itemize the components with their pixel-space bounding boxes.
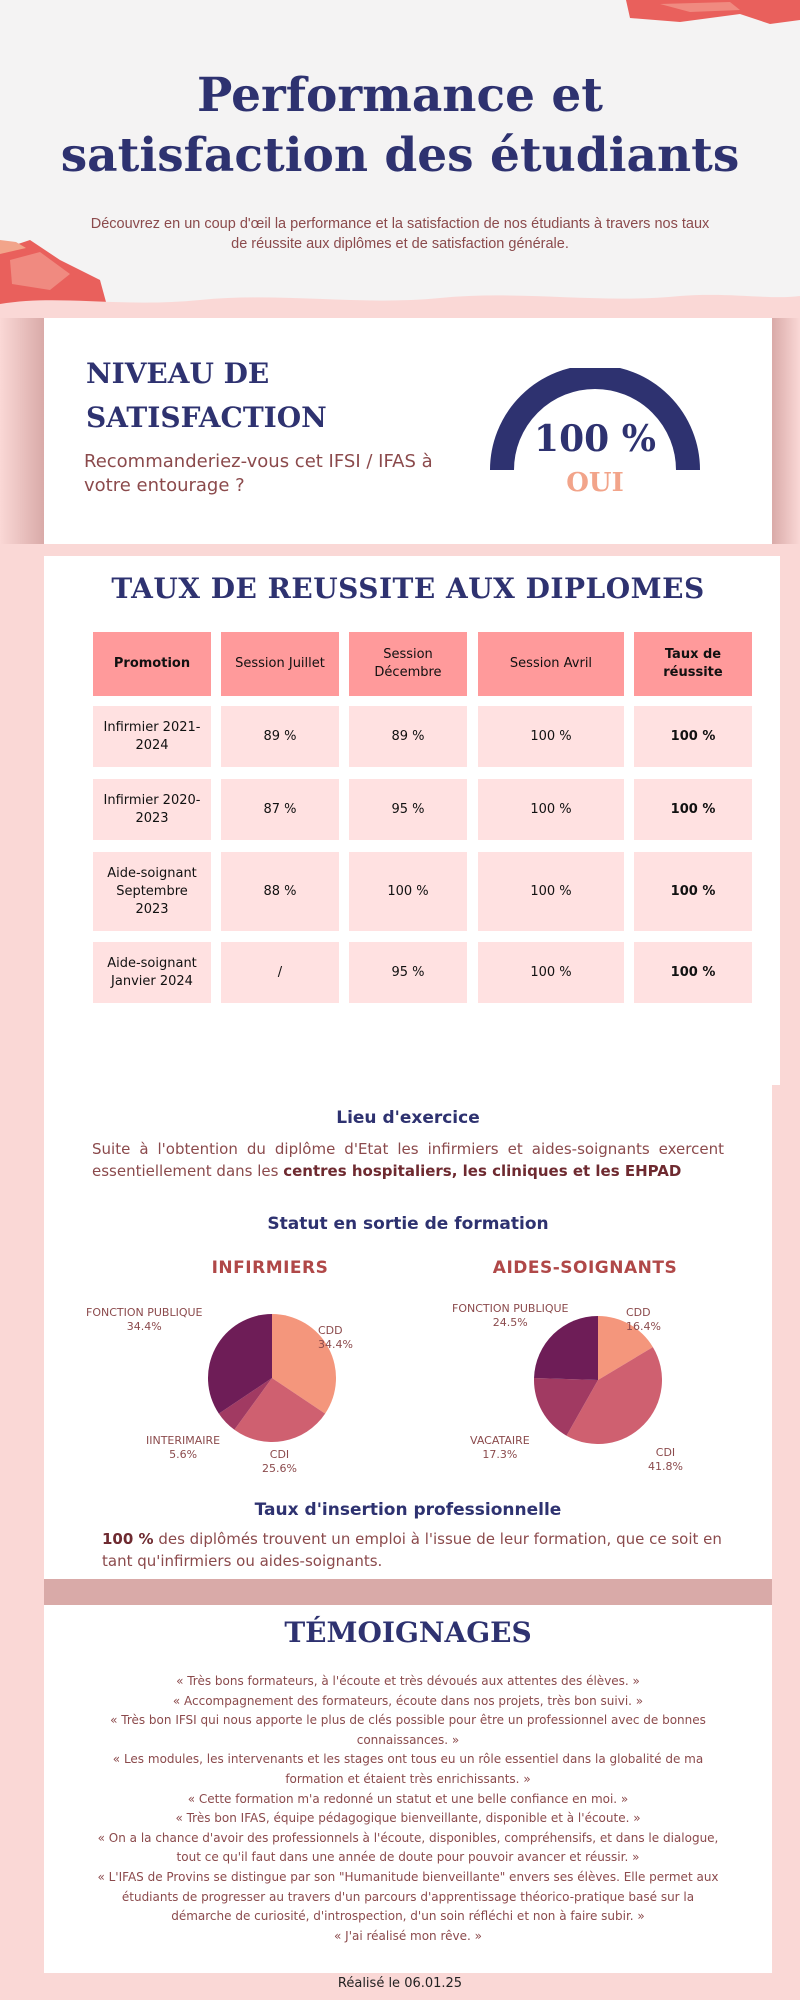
testimonial-item: « Cette formation m'a redonné un statut … [187,1791,629,1806]
header-banner [0,0,800,318]
decorative-torn-edge [0,294,800,318]
page-title: Performance et satisfaction des étudiant… [60,68,740,183]
footer-date: Réalisé le 06.01.25 [337,1976,463,1991]
results-title: TAUX DE REUSSITE AUX DIPLOMES [111,572,705,605]
testimonials-list: « Très bons formateurs, à l'écoute et tr… [90,1672,726,1946]
testimonial-item: « Très bon IFSI qui nous apporte le plus… [110,1713,706,1747]
insertion-heading: Taux d'insertion professionnelle [254,1500,562,1520]
testimonial-item: « Très bons formateurs, à l'écoute et tr… [176,1674,640,1688]
gauge-fill [490,368,700,471]
satisfaction-side-shadow-left [0,318,44,544]
section-divider-band [44,1579,772,1605]
testimonial-item: « L'IFAS de Provins se distingue par son… [97,1869,719,1924]
testimonials-panel [44,1605,772,1973]
insertion-text: 100 % des diplômés trouvent un emploi à … [102,1530,722,1570]
gauge-value: 100 % [534,418,656,460]
satisfaction-question: Recommanderiez-vous cet IFSI / IFAS à vo… [84,451,433,496]
satisfaction-side-shadow-right [772,318,800,544]
satisfaction-gauge [490,368,700,471]
lieu-text: Suite à l'obtention du diplôme d'Etat le… [92,1140,724,1180]
statut-heading: Statut en sortie de formation [267,1214,549,1234]
testimonial-item: « Très bon IFAS, équipe pédagogique bien… [175,1811,641,1826]
page-subtitle: Découvrez en un coup d'œil la performanc… [90,216,710,252]
testimonials-title: TÉMOIGNAGES [284,1616,532,1649]
satisfaction-panel [44,318,772,544]
testimonial-item: « J'ai réalisé mon rêve. » [334,1928,482,1943]
testimonial-item: « Accompagnement des formateurs, écoute … [172,1693,644,1708]
gauge-label: OUI [566,468,624,498]
decorative-brush-top-right [626,0,800,24]
satisfaction-title: NIVEAU DE SATISFACTION [86,357,327,434]
results-panel-extension [44,615,780,1085]
testimonial-item: « On a la chance d'avoir des professionn… [97,1830,719,1865]
lieu-heading: Lieu d'exercice [336,1108,480,1128]
testimonial-item: « Les modules, les intervenants et les s… [112,1752,704,1786]
decorative-brush-left [0,240,106,312]
